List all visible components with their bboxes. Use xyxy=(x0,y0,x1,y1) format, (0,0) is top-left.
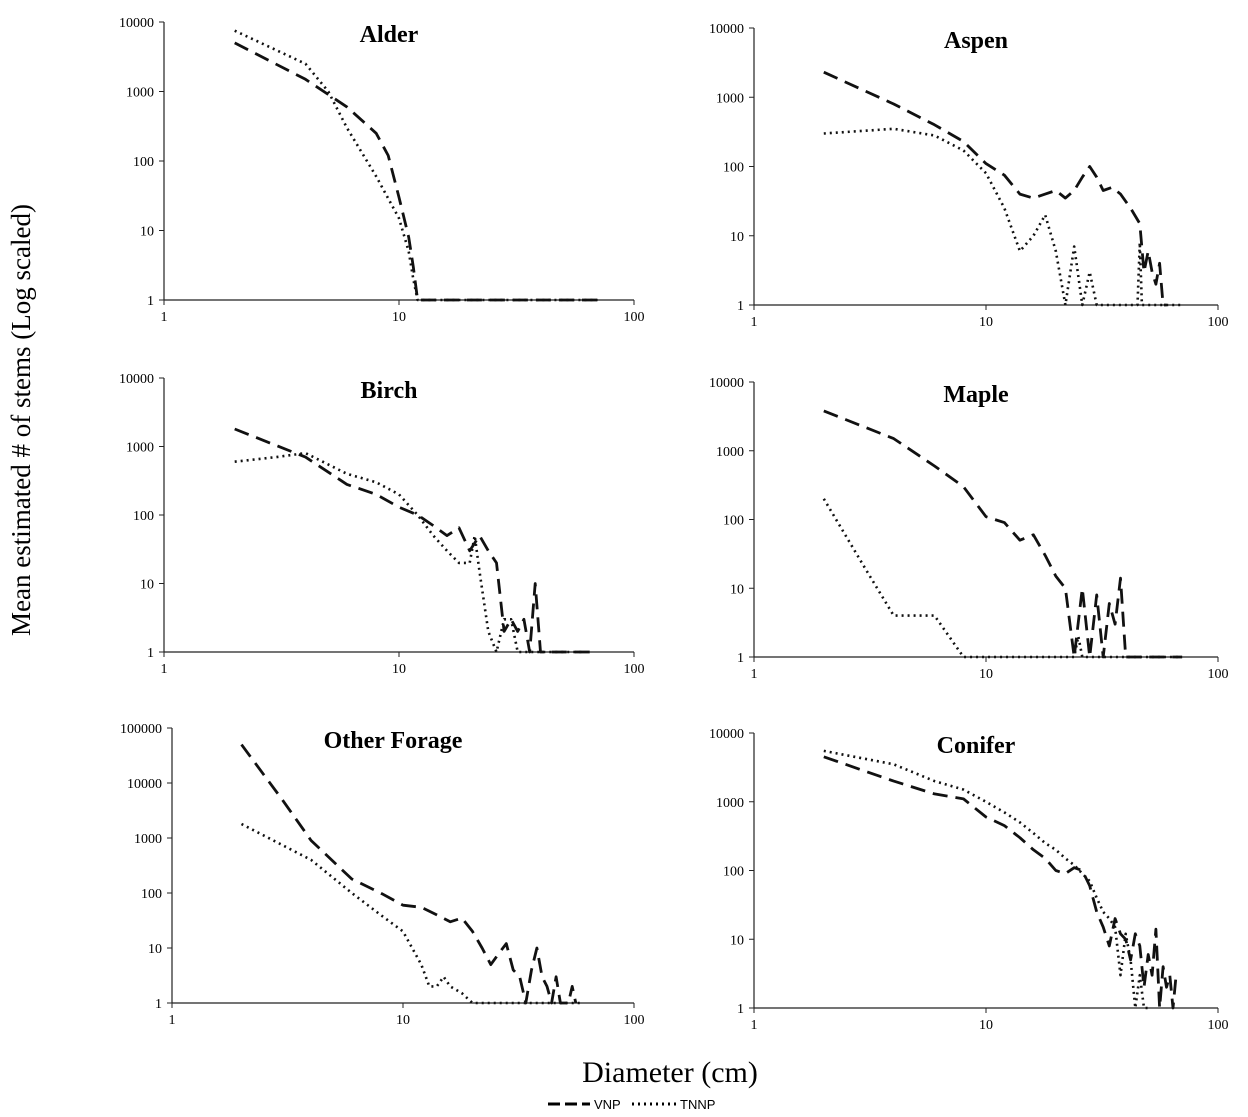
chart-title-maple: Maple xyxy=(943,382,1009,408)
y-tick-label: 1 xyxy=(737,651,744,666)
series-tnnp-line xyxy=(823,749,1149,1010)
y-tick-label: 1 xyxy=(147,294,154,309)
x-tick-label: 1 xyxy=(161,310,168,325)
y-tick-label: 100 xyxy=(133,509,154,524)
y-tick-label: 1000 xyxy=(134,832,162,847)
chart-panels: 1 10 100 1000 10000 1 10 100 Alder 1 10 100 1000 1000… xyxy=(119,16,1229,1033)
y-tick-label: 100 xyxy=(723,865,744,880)
legend: VNP TNNP xyxy=(548,1097,715,1112)
chart-other-forage: 1 10 100 1000 10000 100000 1 10 100 Other Forage xyxy=(120,722,645,1028)
x-tick-label: 1 xyxy=(751,667,758,682)
y-tick-label: 1000 xyxy=(716,796,744,811)
y-tick-label: 10 xyxy=(148,942,162,957)
y-tick-label: 100 xyxy=(133,155,154,170)
series-vnp-line xyxy=(823,755,1178,1010)
y-tick-label: 1 xyxy=(737,299,744,314)
chart-birch: 1 10 100 1000 10000 1 10 100 Birch xyxy=(119,372,645,677)
x-tick-label: 10 xyxy=(396,1013,410,1028)
y-tick-label: 10 xyxy=(730,230,744,245)
y-tick-label: 1 xyxy=(155,997,162,1012)
series-tnnp-line xyxy=(822,498,1183,659)
series-vnp-line xyxy=(234,427,598,654)
chart-aspen: 1 10 100 1000 10000 1 10 100 Aspen xyxy=(709,22,1229,330)
x-tick-label: 100 xyxy=(624,662,645,677)
y-tick-label: 10 xyxy=(140,225,154,240)
chart-conifer: 1 10 100 1000 10000 1 10 100 Conifer xyxy=(709,727,1229,1033)
y-tick-label: 1000 xyxy=(716,445,744,460)
y-tick-label: 10000 xyxy=(119,372,154,387)
y-tick-label: 10 xyxy=(140,578,154,593)
y-tick-label: 1000 xyxy=(126,441,154,456)
y-axis-label: Mean estimated # of stems (Log scaled) xyxy=(6,204,36,636)
y-tick-label: 1 xyxy=(737,1002,744,1017)
x-tick-label: 100 xyxy=(1208,667,1229,682)
x-tick-label: 100 xyxy=(1208,1018,1229,1033)
x-tick-label: 1 xyxy=(751,1018,758,1033)
chart-alder: 1 10 100 1000 10000 1 10 100 Alder xyxy=(119,16,645,325)
y-tick-label: 100 xyxy=(141,887,162,902)
legend-vnp-label: VNP xyxy=(594,1097,621,1112)
x-tick-label: 1 xyxy=(751,315,758,330)
x-tick-label: 100 xyxy=(624,310,645,325)
x-tick-label: 100 xyxy=(1208,315,1229,330)
y-tick-label: 100 xyxy=(723,514,744,529)
y-tick-label: 1000 xyxy=(716,91,744,106)
chart-title-aspen: Aspen xyxy=(944,28,1008,54)
chart-title-birch: Birch xyxy=(361,378,418,404)
y-tick-label: 10000 xyxy=(709,727,744,742)
y-tick-label: 10 xyxy=(730,933,744,948)
series-vnp-line xyxy=(234,41,598,302)
x-tick-label: 100 xyxy=(624,1013,645,1028)
y-tick-label: 10000 xyxy=(127,777,162,792)
chart-maple: 1 10 100 1000 10000 1 10 100 Maple xyxy=(709,376,1229,682)
chart-title-alder: Alder xyxy=(360,22,419,48)
x-axis-label: Diameter (cm) xyxy=(582,1056,758,1089)
legend-tnnp-label: TNNP xyxy=(680,1097,715,1112)
y-tick-label: 1 xyxy=(147,646,154,661)
y-tick-label: 10000 xyxy=(709,22,744,37)
x-tick-label: 1 xyxy=(161,662,168,677)
series-tnnp-line xyxy=(234,451,582,654)
x-tick-label: 10 xyxy=(979,315,993,330)
x-tick-label: 10 xyxy=(979,667,993,682)
series-vnp-line xyxy=(823,409,1183,659)
y-tick-label: 1000 xyxy=(126,86,154,101)
series-tnnp-line xyxy=(823,127,1183,307)
y-tick-label: 10000 xyxy=(119,16,154,31)
x-tick-label: 10 xyxy=(392,662,406,677)
series-vnp-line xyxy=(823,70,1167,307)
chart-title-other-forage: Other Forage xyxy=(324,728,463,754)
x-tick-label: 10 xyxy=(979,1018,993,1033)
chart-title-conifer: Conifer xyxy=(937,733,1016,759)
series-vnp-line xyxy=(240,743,578,1005)
y-tick-label: 10000 xyxy=(709,376,744,391)
y-tick-label: 100 xyxy=(723,161,744,176)
series-tnnp-line xyxy=(234,29,598,302)
y-tick-label: 100000 xyxy=(120,722,162,737)
x-tick-label: 1 xyxy=(169,1013,176,1028)
y-tick-label: 10 xyxy=(730,582,744,597)
x-tick-label: 10 xyxy=(392,310,406,325)
